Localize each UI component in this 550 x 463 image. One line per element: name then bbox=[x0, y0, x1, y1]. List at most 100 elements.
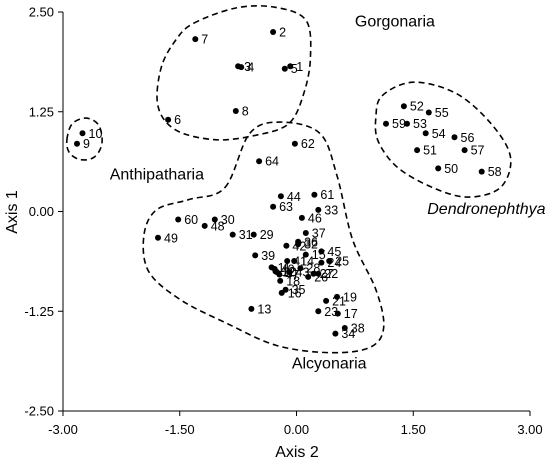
data-point bbox=[281, 65, 288, 72]
y-tick-label: -2.50 bbox=[24, 404, 54, 419]
data-point bbox=[341, 325, 348, 331]
data-point bbox=[318, 248, 325, 255]
data-point bbox=[425, 109, 432, 116]
data-point bbox=[155, 234, 161, 241]
data-point-label: 53 bbox=[413, 117, 427, 131]
data-point-label: 7 bbox=[201, 33, 208, 47]
data-point bbox=[270, 203, 277, 210]
data-point-label: 5 bbox=[291, 62, 298, 76]
data-point bbox=[400, 103, 407, 110]
data-point-label: 27 bbox=[320, 267, 334, 281]
data-point-label: 51 bbox=[423, 144, 437, 158]
data-point bbox=[315, 308, 322, 315]
data-point bbox=[248, 305, 255, 312]
data-point bbox=[302, 251, 309, 258]
data-point bbox=[323, 297, 330, 304]
data-point-label: 31 bbox=[239, 228, 253, 242]
data-point bbox=[318, 259, 325, 266]
group-outline-anthipatharia bbox=[65, 117, 103, 161]
data-point bbox=[315, 206, 322, 213]
data-point bbox=[295, 238, 302, 245]
data-point-label: 18 bbox=[286, 274, 300, 288]
data-point-label: 33 bbox=[324, 203, 338, 217]
data-point-label: 52 bbox=[410, 100, 424, 114]
group-label-dendronephthya: Dendronephthya bbox=[427, 201, 545, 218]
data-point-label: 60 bbox=[184, 213, 198, 227]
data-point-label: 39 bbox=[261, 249, 275, 263]
data-point-label: 63 bbox=[279, 200, 293, 214]
data-point bbox=[165, 116, 172, 123]
data-point bbox=[201, 222, 208, 229]
data-point bbox=[291, 258, 298, 264]
y-axis-title: Axis 1 bbox=[4, 190, 21, 234]
data-point-label: 30 bbox=[221, 213, 235, 227]
data-point-label: 59 bbox=[392, 117, 406, 131]
data-point bbox=[277, 193, 284, 200]
data-point-label: 43 bbox=[296, 266, 310, 280]
data-point bbox=[277, 277, 284, 284]
data-point bbox=[79, 130, 86, 137]
data-point-label: 57 bbox=[471, 144, 485, 158]
data-point bbox=[256, 158, 263, 165]
data-point bbox=[326, 258, 333, 264]
data-point bbox=[334, 293, 340, 300]
data-point-label: 21 bbox=[332, 294, 346, 308]
data-point bbox=[192, 36, 199, 43]
data-point-label: 54 bbox=[432, 127, 446, 141]
data-point bbox=[287, 63, 294, 70]
data-point-label: 4 bbox=[247, 61, 254, 75]
data-point-label: 3 bbox=[244, 60, 251, 74]
x-tick-label: 3.00 bbox=[517, 422, 542, 437]
data-point-label: 25 bbox=[335, 255, 349, 269]
data-point bbox=[414, 147, 421, 154]
data-point-label: 6 bbox=[174, 113, 181, 127]
data-point bbox=[451, 134, 458, 141]
data-point bbox=[310, 270, 317, 277]
data-point bbox=[305, 273, 312, 280]
data-point bbox=[250, 231, 257, 238]
data-point bbox=[422, 130, 429, 137]
data-point-label: 44 bbox=[287, 190, 301, 204]
data-point bbox=[302, 230, 309, 236]
data-point-label: 13 bbox=[257, 302, 271, 316]
data-point bbox=[298, 214, 305, 221]
data-point bbox=[435, 165, 442, 172]
y-tick-label: 1.25 bbox=[29, 104, 54, 119]
data-point-label: 50 bbox=[444, 162, 458, 176]
data-point-label: 58 bbox=[488, 165, 502, 179]
group-outline-dendronephthya bbox=[374, 81, 512, 198]
data-point-label: 62 bbox=[301, 137, 315, 151]
data-point-label: 36 bbox=[304, 235, 318, 249]
data-point-label: 29 bbox=[260, 228, 274, 242]
data-point-label: 22 bbox=[324, 267, 338, 281]
x-axis-title: Axis 2 bbox=[275, 444, 319, 461]
data-point bbox=[383, 120, 389, 127]
data-point-label: 1 bbox=[296, 60, 303, 74]
data-point bbox=[270, 29, 277, 35]
data-point bbox=[276, 271, 283, 278]
group-outlines bbox=[65, 5, 512, 354]
data-point bbox=[291, 140, 298, 147]
y-tick-label: 2.50 bbox=[29, 5, 54, 20]
data-point-label: 48 bbox=[211, 219, 225, 233]
data-point-label: 17 bbox=[344, 307, 358, 321]
data-point-label: 32 bbox=[304, 238, 318, 252]
data-point bbox=[297, 265, 304, 272]
x-tick-label: 1.50 bbox=[401, 422, 426, 437]
data-point-label: 38 bbox=[351, 322, 365, 336]
data-point-label: 9 bbox=[83, 137, 90, 151]
data-point-label: 23 bbox=[324, 305, 338, 319]
data-points: 1234567891011121314151617181920212223242… bbox=[74, 26, 502, 341]
data-point-label: 41 bbox=[293, 255, 307, 269]
data-point-label: 16 bbox=[288, 286, 302, 300]
data-point-label: 64 bbox=[265, 155, 279, 169]
data-point-label: 45 bbox=[327, 245, 341, 259]
group-label-gorgonaria: Gorgonaria bbox=[355, 13, 435, 30]
axes: -3.00 -1.50 0.00 1.50 3.00 2.50 1.25 0.00 -1.25 -… bbox=[24, 5, 542, 438]
data-point bbox=[74, 140, 80, 147]
data-point bbox=[252, 252, 259, 259]
data-point bbox=[283, 242, 290, 249]
data-point-label: 26 bbox=[314, 270, 328, 284]
data-point bbox=[282, 286, 289, 293]
data-point-label: 37 bbox=[312, 227, 326, 241]
